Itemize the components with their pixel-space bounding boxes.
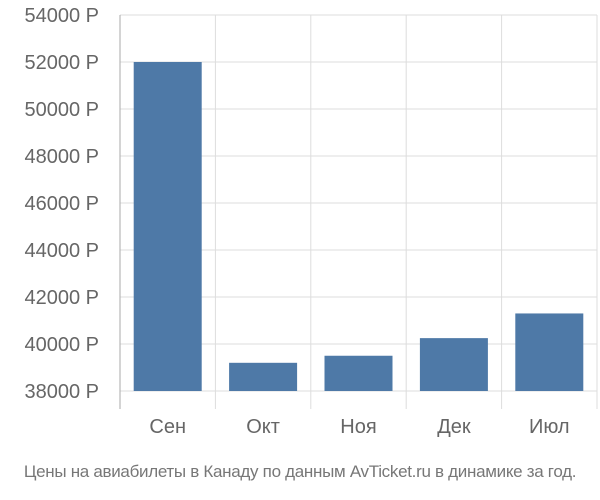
x-tick-label: Июл	[529, 416, 570, 438]
x-tick-label: Дек	[437, 416, 471, 438]
x-tick-label: Окт	[246, 416, 280, 438]
x-axis-tick-labels: Сен Окт Ноя Дек Июл	[149, 416, 569, 438]
y-tick-label: 50000 Р	[24, 99, 99, 121]
bar-1	[133, 62, 202, 391]
chart-caption: Цены на авиабилеты в Канаду по данным Av…	[23, 462, 577, 481]
y-tick-label: 44000 Р	[24, 240, 99, 262]
x-tick-label: Сен	[149, 416, 186, 438]
y-tick-label: 40000 Р	[24, 334, 99, 356]
y-tick-label: 52000 Р	[24, 52, 99, 74]
bars	[133, 62, 584, 391]
bar-3	[324, 355, 393, 391]
bar-5	[515, 313, 584, 391]
bar-2	[229, 362, 298, 391]
y-tick-label: 38000 Р	[24, 381, 99, 403]
x-tick-label: Ноя	[340, 416, 376, 438]
vertical-gridlines	[214, 15, 598, 409]
bar-4	[419, 338, 488, 391]
y-tick-label: 54000 Р	[24, 5, 99, 27]
y-tick-label: 46000 Р	[24, 193, 99, 215]
y-tick-label: 48000 Р	[24, 146, 99, 168]
y-axis-tick-labels: 38000 Р 40000 Р 42000 Р 44000 Р 46000 Р 48000…	[24, 5, 99, 403]
y-tick-label: 42000 Р	[24, 287, 99, 309]
